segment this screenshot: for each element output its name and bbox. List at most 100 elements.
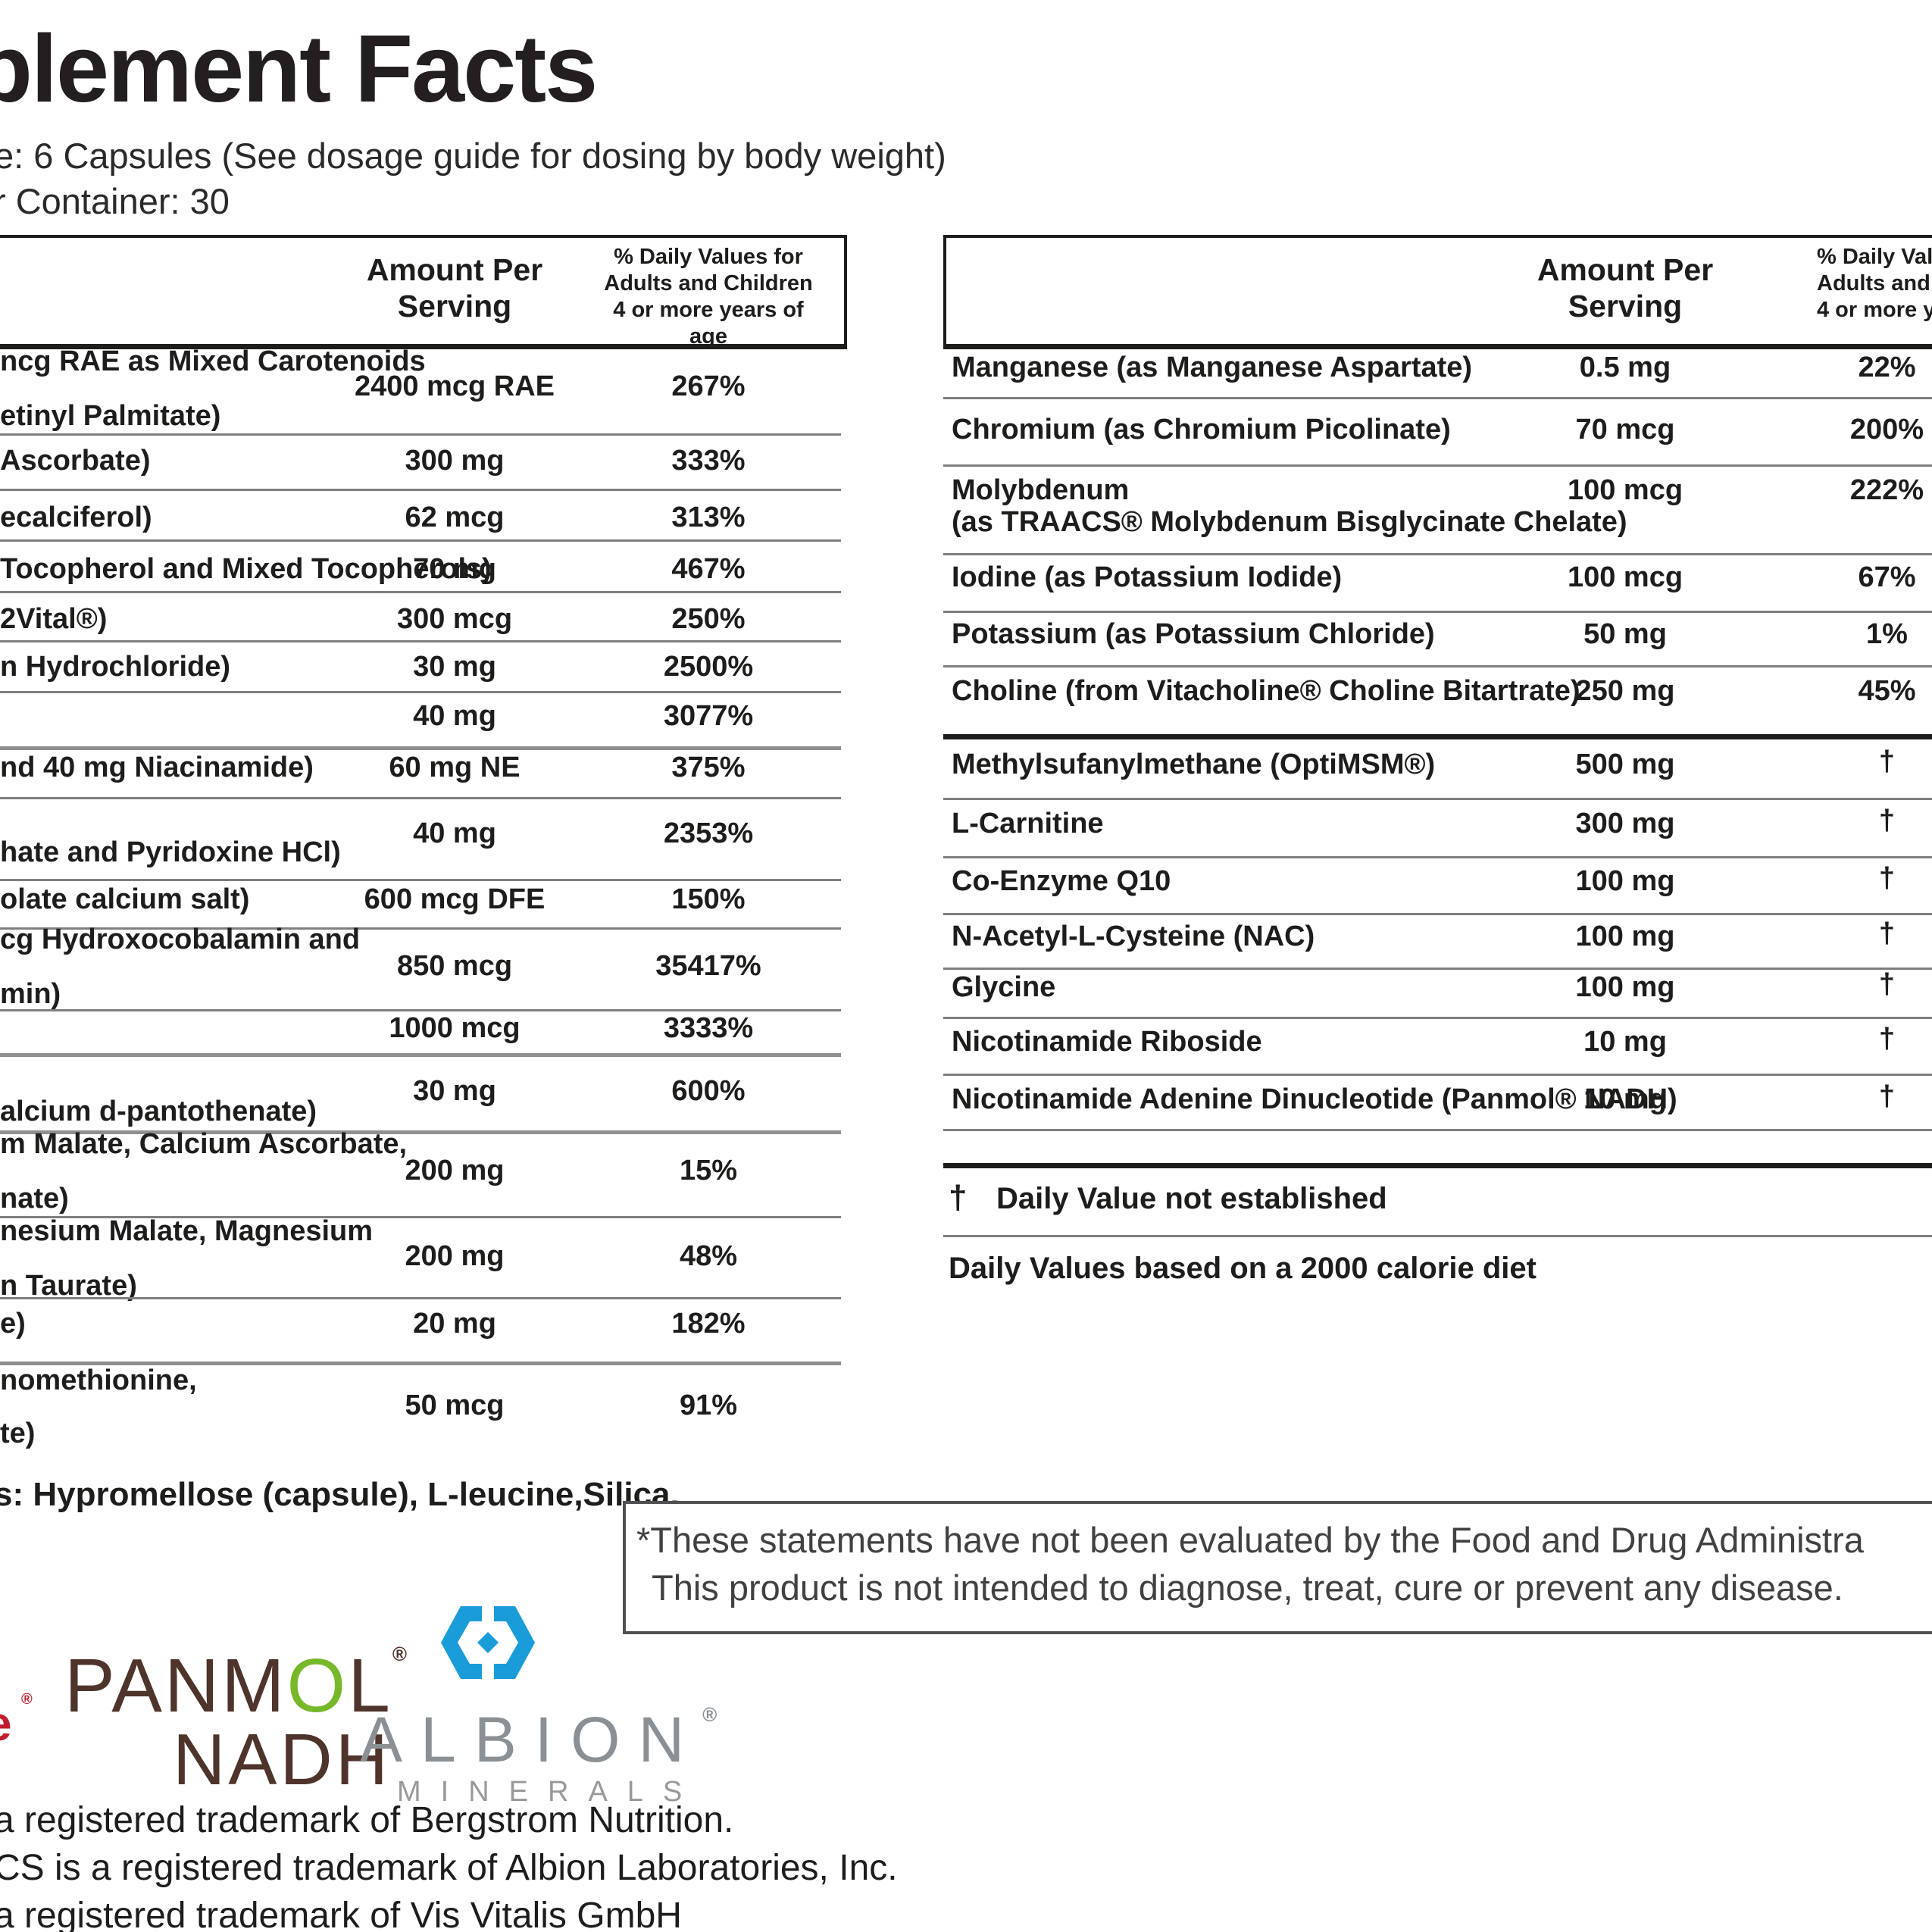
ingredient-dv: 3333% — [663, 1012, 754, 1044]
left-dv-header: % Daily Values for Adults and Children 4… — [599, 244, 818, 350]
ingredient-amount: 30 mg — [413, 651, 496, 683]
ingredient-dv: † — [1878, 805, 1896, 836]
ingredient-dv: 375% — [671, 752, 746, 783]
ingredient-name: N-Acetyl-L-Cysteine (NAC) — [952, 921, 1315, 952]
dv-header-line2: Adults and Children — [604, 271, 813, 295]
panmol-text: PANM — [64, 1643, 287, 1728]
ingredient-name: ecalciferol) — [0, 502, 152, 533]
ingredient-dv: 2500% — [663, 651, 754, 683]
ingredient-amount: 200 mg — [405, 1240, 505, 1272]
ingredient-amount: 10 mg — [1583, 1083, 1667, 1115]
ingredient-name: Molybdenum — [952, 474, 1130, 506]
ingredient-name: nd 40 mg Niacinamide) — [0, 752, 314, 783]
amount-header-line1: Amount Per — [366, 252, 543, 287]
ingredient-amount: 300 mg — [405, 445, 505, 477]
fda-disclaimer-box — [623, 1501, 1932, 1634]
ingredient-dv: 600% — [671, 1075, 746, 1107]
section-divider — [0, 1130, 841, 1134]
ingredient-dv: 2353% — [663, 818, 754, 849]
right-amount-header: Amount Per Serving — [1508, 252, 1743, 324]
ingredient-name: cg Hydroxocobalamin and — [0, 924, 361, 955]
ingredient-amount: 60 mg NE — [389, 752, 521, 783]
row-divider — [943, 1129, 1932, 1131]
ingredient-dv: 222% — [1849, 474, 1924, 506]
ingredient-dv: 182% — [671, 1308, 746, 1340]
ingredient-name: m Malate, Calcium Ascorbate, — [0, 1128, 408, 1160]
ingredient-amount: 250 mg — [1575, 675, 1675, 707]
ingredient-name: ncg RAE as Mixed Carotenoids — [0, 345, 426, 377]
ingredient-amount: 10 mg — [1583, 1026, 1667, 1058]
row-divider — [0, 797, 841, 799]
ingredient-dv: 250% — [671, 603, 746, 635]
ingredient-amount: 100 mg — [1575, 971, 1675, 1003]
ingredient-name: Methylsufanylmethane (OptiMSM®) — [952, 749, 1436, 780]
ingredient-dv: 45% — [1858, 675, 1916, 707]
right-dv-header: % Daily Valu Adults and Ch 4 or more yea… — [1817, 244, 1932, 324]
ingredient-amount: 30 mg — [413, 1075, 496, 1107]
footnote-dv-not-established: Daily Value not established — [996, 1182, 1387, 1215]
fda-disclaimer-line1: *These statements have not been evaluate… — [636, 1520, 1864, 1560]
ingredient-dv: 67% — [1858, 561, 1916, 593]
row-divider — [0, 1009, 841, 1011]
ingredient-amount: 300 mg — [1575, 808, 1675, 839]
left-amount-header: Amount Per Serving — [341, 252, 568, 324]
servings-per-container-line: r Container: 30 — [0, 181, 230, 221]
ingredient-dv: 467% — [671, 553, 746, 585]
ingredient-amount: 50 mg — [1583, 618, 1667, 650]
ingredient-amount: 1000 mcg — [389, 1012, 521, 1044]
dagger-icon: † — [949, 1179, 968, 1216]
ingredient-dv: † — [1878, 862, 1896, 894]
ingredient-amount: 500 mg — [1575, 749, 1675, 780]
dv-header-line1: % Daily Values for — [614, 245, 803, 269]
row-divider — [0, 539, 841, 542]
ingredient-amount: 600 mcg DFE — [364, 883, 546, 915]
panmol-logo: PANMOL® — [64, 1643, 409, 1730]
footnote-divider — [943, 1235, 1932, 1237]
ingredient-name: Glycine — [952, 971, 1056, 1003]
ingredient-name: te) — [0, 1418, 36, 1449]
ingredient-name: (as TRAACS® Molybdenum Bisglycinate Chel… — [952, 506, 1627, 538]
ingredient-name: hate and Pyridoxine HCl) — [0, 836, 341, 868]
amount-header-line1: Amount Per — [1537, 252, 1714, 287]
ingredient-dv: † — [1878, 1023, 1896, 1055]
ingredient-dv: 91% — [679, 1390, 738, 1421]
ingredient-dv: † — [1878, 968, 1896, 1000]
trademark-line-visvitalis: a registered trademark of Vis Vitalis Gm… — [0, 1896, 682, 1932]
amount-header-line2: Serving — [1568, 289, 1683, 324]
ingredient-amount: 50 mcg — [405, 1390, 505, 1421]
row-divider — [943, 1074, 1932, 1076]
ingredient-amount: 62 mcg — [405, 502, 505, 533]
ingredient-dv: 267% — [671, 370, 746, 402]
ingredient-name: nesium Malate, Magnesium — [0, 1215, 374, 1247]
ingredient-name: min) — [0, 978, 61, 1010]
panmol-nadh-text: NADH — [173, 1719, 392, 1800]
ingredient-dv: 22% — [1858, 352, 1916, 383]
ingredient-name: Potassium (as Potassium Chloride) — [952, 618, 1435, 650]
ingredient-name: Ascorbate) — [0, 445, 151, 477]
ingredient-dv: † — [1878, 1080, 1896, 1112]
section-divider — [943, 734, 1932, 739]
right-table-header-box — [943, 235, 1932, 349]
quatrefolic-logo-fragment: e — [0, 1696, 12, 1752]
ingredient-name: nomethionine, — [0, 1365, 197, 1396]
ingredient-name: n Hydrochloride) — [0, 651, 231, 683]
albion-minerals-text: MINERALS — [397, 1776, 702, 1808]
ingredient-dv: 15% — [679, 1155, 738, 1186]
albion-minerals-icon — [441, 1606, 535, 1679]
section-divider — [0, 746, 841, 750]
registered-mark-icon: ® — [21, 1691, 33, 1708]
trademark-line-albion: CS is a registered trademark of Albion L… — [0, 1848, 898, 1888]
ingredient-name: Choline (from Vitacholine® Choline Bitar… — [952, 675, 1580, 707]
row-divider — [0, 640, 841, 642]
dv-header-line1: % Daily Valu — [1817, 245, 1932, 269]
row-divider — [0, 433, 841, 436]
row-divider — [943, 553, 1932, 555]
trademark-line-bergstrom: a registered trademark of Bergstrom Nutr… — [0, 1800, 734, 1840]
ingredient-name: 2Vital®) — [0, 603, 108, 635]
dv-header-line3: 4 or more years — [1817, 298, 1932, 322]
ingredient-amount: 0.5 mg — [1579, 352, 1671, 383]
ingredient-dv: 48% — [679, 1240, 738, 1272]
ingredient-name: Co-Enzyme Q10 — [952, 865, 1171, 897]
ingredient-dv: 313% — [671, 502, 746, 533]
row-divider — [943, 397, 1932, 399]
